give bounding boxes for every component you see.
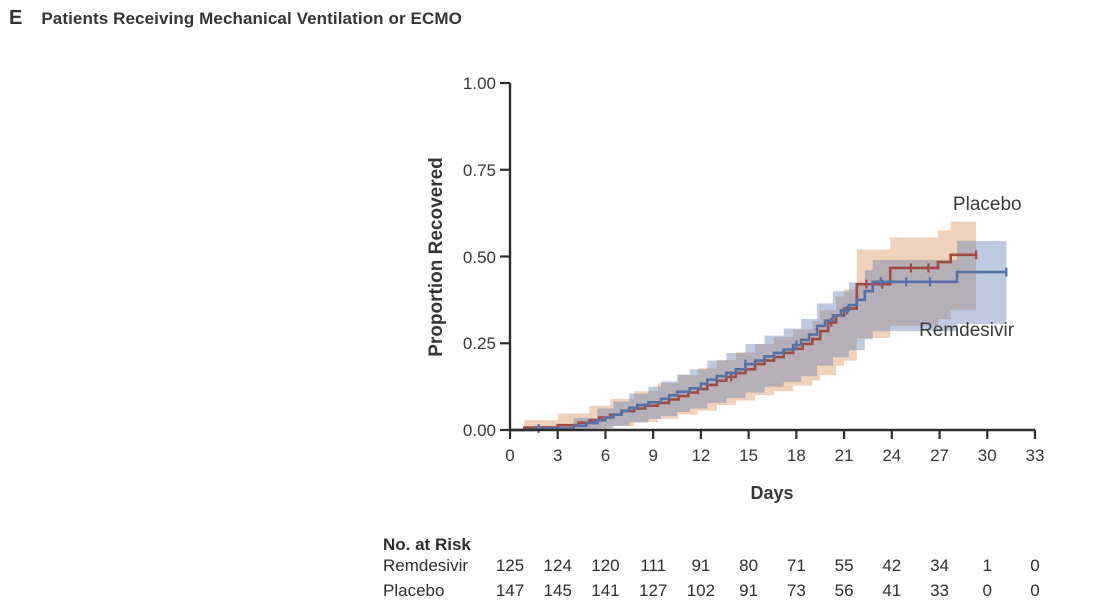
placebo-curve-label: Placebo [952,194,1022,216]
risk-cell: 91 [691,556,711,575]
panel-letter: E [9,7,23,29]
x-axis-tick-label: 3 [552,446,563,465]
y-axis-tick-label: 1.00 [462,74,496,93]
risk-cell: 91 [739,581,759,600]
risk-cell: 141 [591,581,620,600]
x-axis-tick-label: 0 [505,446,515,465]
risk-row-label: Remdesivir [383,556,469,575]
panel-header: E Patients Receiving Mechanical Ventilat… [9,7,462,30]
risk-cell: 147 [495,581,525,600]
risk-cell: 73 [786,581,806,600]
km-chart [500,81,1037,439]
risk-table-heading: No. at Risk [383,535,471,554]
risk-cell: 0 [982,581,992,600]
risk-cell: 145 [543,581,572,600]
remdesivir-step-curve [510,270,1007,432]
x-axis-tick-label: 27 [930,446,949,465]
x-axis-tick-label: 6 [600,446,611,465]
risk-cell: 124 [543,556,572,575]
y-axis-tick-label: 0.75 [462,160,496,180]
y-axis-tick-label: 0.00 [462,421,496,440]
risk-cell: 34 [930,556,949,575]
risk-cell: 125 [495,556,525,575]
risk-cell: 33 [930,581,949,600]
x-axis-tick-label: 9 [648,446,658,465]
risk-cell: 71 [786,556,806,575]
y-axis-tick-label: 0.25 [462,334,496,354]
risk-row-label: Placebo [383,581,445,600]
risk-cell: 102 [686,581,716,600]
risk-cell: 55 [834,556,854,575]
risk-cell: 80 [739,556,759,575]
risk-cell: 120 [591,556,620,575]
risk-cell: 111 [640,556,667,575]
panel-title: Patients Receiving Mechanical Ventilatio… [41,9,462,28]
x-axis-tick-label: 18 [786,446,806,465]
x-axis-tick-label: 21 [834,446,854,465]
risk-cell: 1 [982,556,992,575]
x-axis-tick-label: 30 [977,446,997,465]
y-axis-tick-label: 0.50 [462,247,496,267]
risk-cell: 0 [1030,556,1040,575]
risk-cell: 127 [638,581,668,600]
risk-cell: 41 [882,581,902,600]
remdesivir-curve-label: Remdesivir [919,320,1015,342]
risk-cell: 0 [1030,581,1040,600]
risk-cell: 42 [882,556,902,575]
x-axis-label: Days [750,483,794,503]
x-axis-tick-label: 24 [882,446,902,465]
x-axis-tick-label: 33 [1025,446,1045,465]
x-axis-tick-label: 12 [691,446,711,465]
risk-cell: 56 [834,581,854,600]
x-axis-tick-label: 15 [739,446,759,465]
placebo-confidence-band [510,221,977,430]
